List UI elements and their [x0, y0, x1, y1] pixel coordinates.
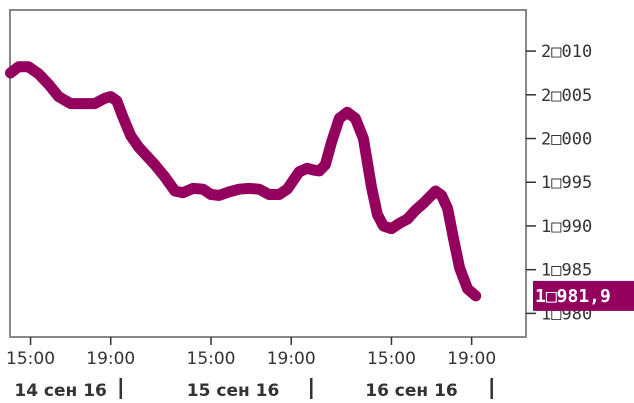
y-tick-label: 2□010	[541, 42, 592, 62]
x-tick-label: 19:00	[447, 349, 496, 369]
plot-frame	[9, 9, 527, 338]
day-label: 15 сен 16	[187, 381, 280, 401]
x-tick-label: 19:00	[86, 349, 135, 369]
day-label: 16 сен 16	[365, 381, 458, 401]
y-tick-label: 1□995	[541, 173, 592, 193]
day-label: 14 сен 16	[14, 381, 107, 401]
x-tick-label: 15:00	[367, 349, 416, 369]
y-tick-label: 1□985	[541, 261, 592, 281]
y-tick-label: 2□000	[541, 130, 592, 150]
last-value-label: 1□981,9	[535, 286, 611, 307]
x-tick-label: 19:00	[267, 349, 316, 369]
y-tick-label: 1□990	[541, 217, 592, 237]
price-series-line	[5, 61, 482, 302]
x-tick-label: 15:00	[6, 349, 55, 369]
x-axis: 15:00 19:00 15:00 19:00 15:00 19:00	[6, 337, 496, 369]
last-value-background	[533, 280, 634, 311]
y-tick-label: 2□005	[541, 86, 592, 106]
x-tick-label: 15:00	[187, 349, 236, 369]
last-value-badge: 1□981,9	[533, 280, 634, 311]
day-axis: 14 сен 16 15 сен 16 16 сен 16	[14, 378, 493, 401]
